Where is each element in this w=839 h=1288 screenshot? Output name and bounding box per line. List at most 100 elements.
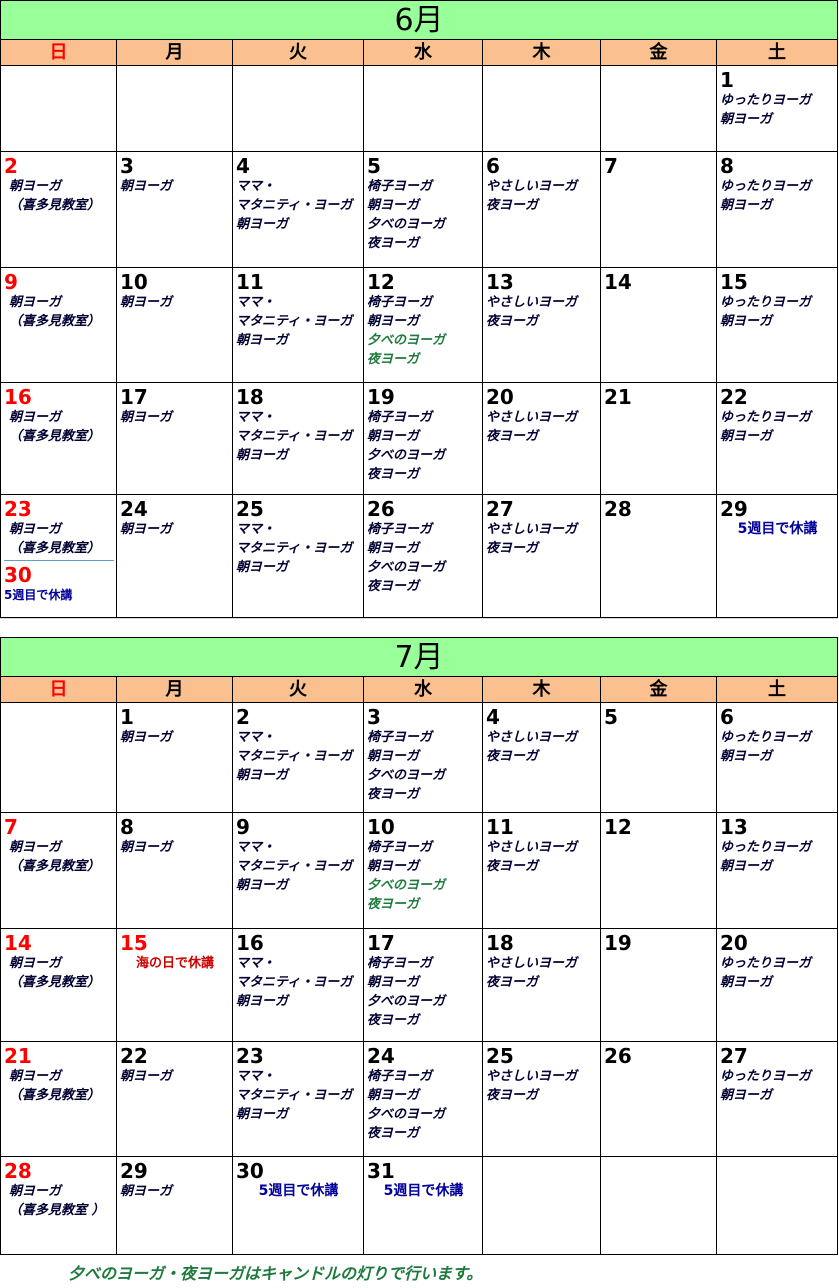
class-entry: 朝ヨーガ: [120, 410, 173, 425]
day-cell: 8 朝ヨーガ: [117, 813, 233, 929]
class-entry: 朝ヨーガ: [367, 749, 420, 764]
class-entry: （喜多見教室）: [9, 975, 101, 990]
day-cell: 20 やさしいヨーガ 夜ヨーガ: [483, 383, 601, 495]
day-number: 26: [367, 497, 395, 521]
day-number: 6: [720, 705, 734, 729]
class-entry: 朝ヨーガ: [236, 448, 289, 463]
day-number: 2: [236, 705, 250, 729]
closure-note: 5週目で休講: [258, 1183, 339, 1199]
class-entry: 夜ヨーガ: [367, 236, 420, 251]
weekday-5: 金: [601, 40, 717, 66]
day-cell: 21: [601, 383, 717, 495]
class-entry: マタニティ・ヨーガ: [236, 859, 353, 874]
class-entry: 夜ヨーガ: [367, 1013, 420, 1028]
class-entry: 夕べのヨーガ: [367, 560, 446, 575]
day-number: [604, 69, 714, 91]
day-cell: 11 やさしいヨーガ 夜ヨーガ: [483, 813, 601, 929]
class-entry: 朝ヨーガ: [120, 840, 173, 855]
weekday-1: 月: [117, 40, 233, 66]
day-cell: 29 5週目で休講: [717, 495, 838, 618]
day-cell: 26: [601, 1042, 717, 1157]
class-entry: 朝ヨーガ: [9, 522, 62, 537]
day-number: 14: [604, 270, 632, 294]
day-number: 11: [486, 815, 514, 839]
class-entry: 朝ヨーガ: [236, 1107, 289, 1122]
day-cell: 7 朝ヨーガ （喜多見教室）: [1, 813, 117, 929]
day-cell: [483, 1157, 601, 1255]
class-entry: 夜ヨーガ: [367, 787, 420, 802]
class-entry: 朝ヨーガ: [120, 730, 173, 745]
day-cell: 16 朝ヨーガ （喜多見教室）: [1, 383, 117, 495]
candle-class-entry: 夕べのヨーガ: [367, 878, 446, 893]
day-number: 19: [367, 385, 395, 409]
class-entry: 椅子ヨーガ: [367, 522, 433, 537]
day-cell: 2 ママ・ マタニティ・ヨーガ 朝ヨーガ: [233, 703, 364, 813]
day-number: 7: [4, 815, 18, 839]
day-cell: 31 5週目で休講: [364, 1157, 483, 1255]
day-number: 23: [236, 1044, 264, 1068]
day-number: 29: [120, 1159, 148, 1183]
class-entry: 朝ヨーガ: [367, 975, 420, 990]
day-number: [120, 69, 230, 91]
class-entry: 夜ヨーガ: [367, 579, 420, 594]
july-calendar: 7月 日月火水木金土 1 朝ヨーガ 2 ママ・ マタニティ・ヨーガ 朝ヨーガ 3 椅子ヨーガ朝…: [0, 637, 838, 1255]
day-number: 10: [367, 815, 395, 839]
day-cell: 18 やさしいヨーガ 夜ヨーガ: [483, 929, 601, 1042]
class-entry: （喜多見教室）: [9, 198, 101, 213]
day-number: 14: [4, 931, 32, 955]
day-cell: [483, 66, 601, 152]
day-number: [4, 69, 114, 91]
day-number: 12: [367, 270, 395, 294]
class-entry: 朝ヨーガ: [720, 429, 773, 444]
day-number: 26: [604, 1044, 632, 1068]
class-entry: 朝ヨーガ: [720, 749, 773, 764]
day-cell: [1, 703, 117, 813]
day-cell: 25 ママ・ マタニティ・ヨーガ 朝ヨーガ: [233, 495, 364, 618]
class-entry: 椅子ヨーガ: [367, 1069, 433, 1084]
day-cell: 14: [601, 268, 717, 383]
day-number: 1: [120, 705, 134, 729]
day-cell: 29 朝ヨーガ: [117, 1157, 233, 1255]
day-number: 4: [486, 705, 500, 729]
weekday-4: 木: [483, 677, 601, 703]
class-entry: やさしいヨーガ: [486, 410, 578, 425]
day-cell: 15 海の日で休講: [117, 929, 233, 1042]
day-number: 1: [720, 68, 734, 92]
class-entry: 夕べのヨーガ: [367, 1107, 446, 1122]
class-entry: やさしいヨーガ: [486, 1069, 578, 1084]
day-number: 28: [4, 1159, 32, 1183]
class-entry: （喜多見教室）: [9, 429, 101, 444]
day-cell: 26 椅子ヨーガ 朝ヨーガ 夕べのヨーガ 夜ヨーガ: [364, 495, 483, 618]
day-cell: [717, 1157, 838, 1255]
class-entry: マタニティ・ヨーガ: [236, 429, 353, 444]
class-entry: 朝ヨーガ: [120, 295, 173, 310]
class-entry: （喜多見教室 ）: [9, 1203, 105, 1218]
class-entry: （喜多見教室）: [9, 314, 101, 329]
class-entry: 夜ヨーガ: [486, 541, 539, 556]
day-number: 27: [720, 1044, 748, 1068]
day-number: [4, 706, 114, 728]
week-row: 1 朝ヨーガ 2 ママ・ マタニティ・ヨーガ 朝ヨーガ 3 椅子ヨーガ 朝ヨーガ 夕べのヨーガ 夜ヨ…: [0, 703, 838, 813]
day-cell: 22 ゆったりヨーガ 朝ヨーガ: [717, 383, 838, 495]
day-number: 24: [367, 1044, 395, 1068]
month-divider: [0, 618, 838, 635]
day-cell: 16 ママ・ マタニティ・ヨーガ 朝ヨーガ: [233, 929, 364, 1042]
week-rows: 1 ゆったりヨーガ 朝ヨーガ 2 朝ヨーガ （喜多見教室） 3 朝ヨーガ 4 ママ・ マタニティ・ヨ…: [0, 66, 838, 618]
day-cell: 3 椅子ヨーガ 朝ヨーガ 夕べのヨーガ 夜ヨーガ: [364, 703, 483, 813]
week-row: 1 ゆったりヨーガ 朝ヨーガ: [0, 66, 838, 152]
day-cell: 9 朝ヨーガ （喜多見教室）: [1, 268, 117, 383]
candle-class-entry: 夜ヨーガ: [367, 352, 420, 367]
day-cell: [601, 66, 717, 152]
day-number: 15: [720, 270, 748, 294]
weekday-2: 火: [233, 677, 364, 703]
class-entry: 朝ヨーガ: [367, 314, 420, 329]
day-number: 12: [604, 815, 632, 839]
day-number: 3: [367, 705, 381, 729]
month-title: 6月: [0, 0, 838, 40]
weekday-1: 月: [117, 677, 233, 703]
day-number: 30: [236, 1159, 264, 1183]
day-cell: 5: [601, 703, 717, 813]
class-entry: 朝ヨーガ: [720, 314, 773, 329]
class-entry: 夜ヨーガ: [486, 1088, 539, 1103]
day-number: 29: [720, 497, 748, 521]
